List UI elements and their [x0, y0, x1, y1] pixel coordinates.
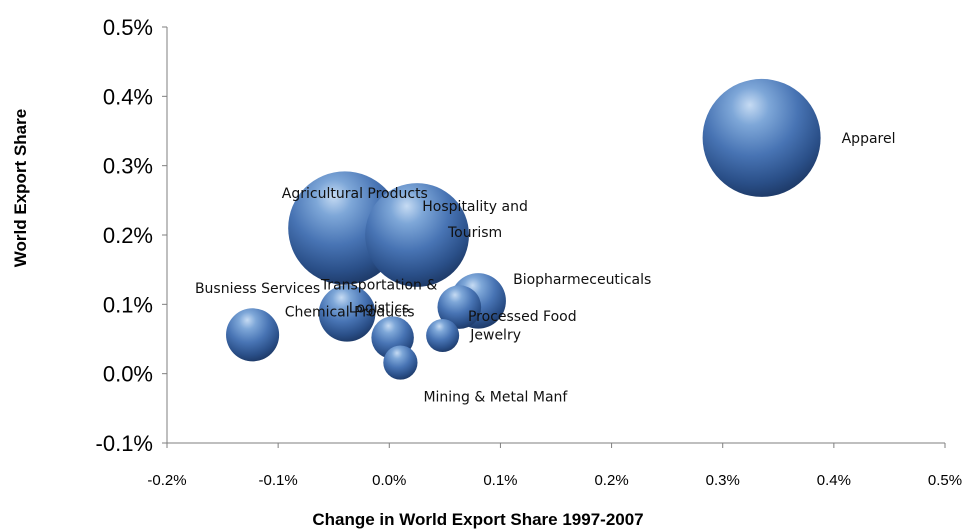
- bubble-label: Jewelry: [469, 328, 521, 344]
- bubble-label: Apparel: [842, 131, 896, 147]
- y-axis-ticks: 0.5% 0.4% 0.3% 0.2% 0.1% 0.0% -0.1%: [96, 15, 167, 456]
- y-tick-label: 0.5%: [103, 15, 153, 40]
- bubble: [437, 285, 482, 329]
- bubble: [383, 345, 418, 380]
- bubble-label: Hospitality and: [422, 199, 528, 215]
- x-axis-title: Change in World Export Share 1997-2007: [312, 510, 643, 529]
- bubble-label: Biopharmeceuticals: [513, 272, 651, 288]
- bubble-label: Chemical Products: [285, 305, 415, 321]
- bubble-series: [226, 78, 821, 380]
- axes: [166, 27, 945, 444]
- y-axis-title: World Export Share: [11, 109, 30, 267]
- bubble-label: Busniess Services: [195, 281, 320, 297]
- bubble: [365, 183, 469, 287]
- y-tick-label: 0.0%: [103, 362, 153, 387]
- y-tick-label: 0.2%: [103, 223, 153, 248]
- x-tick-label: 0.3%: [706, 472, 740, 489]
- y-tick-label: 0.1%: [103, 292, 153, 317]
- bubble: [226, 308, 280, 362]
- y-tick-label: -0.1%: [96, 431, 153, 456]
- bubble: [318, 285, 376, 342]
- x-axis-ticks: -0.2% -0.1% 0.0% 0.1% 0.2% 0.3% 0.4% 0.5%: [147, 443, 962, 489]
- x-tick-label: 0.0%: [372, 472, 406, 489]
- x-tick-label: 0.5%: [928, 472, 962, 489]
- x-tick-label: 0.1%: [483, 472, 517, 489]
- x-tick-label: 0.4%: [817, 472, 851, 489]
- bubble-label: Transportation &: [320, 277, 438, 293]
- x-tick-label: -0.1%: [259, 472, 298, 489]
- bubble: [426, 319, 460, 353]
- bubble-label: Mining & Metal Manf: [423, 390, 568, 406]
- y-tick-label: 0.4%: [103, 84, 153, 109]
- bubble-label: Agricultural Products: [282, 186, 428, 202]
- bubble-labels: Apparel Agricultural ProductsHospitality …: [195, 131, 896, 406]
- x-tick-label: -0.2%: [147, 472, 186, 489]
- bubble-label: Processed Food: [468, 309, 577, 325]
- y-tick-label: 0.3%: [103, 154, 153, 179]
- bubble: [702, 78, 821, 197]
- bubble-label: Tourism: [447, 225, 502, 241]
- x-tick-label: 0.2%: [594, 472, 628, 489]
- bubble-label: Logistics: [349, 300, 410, 316]
